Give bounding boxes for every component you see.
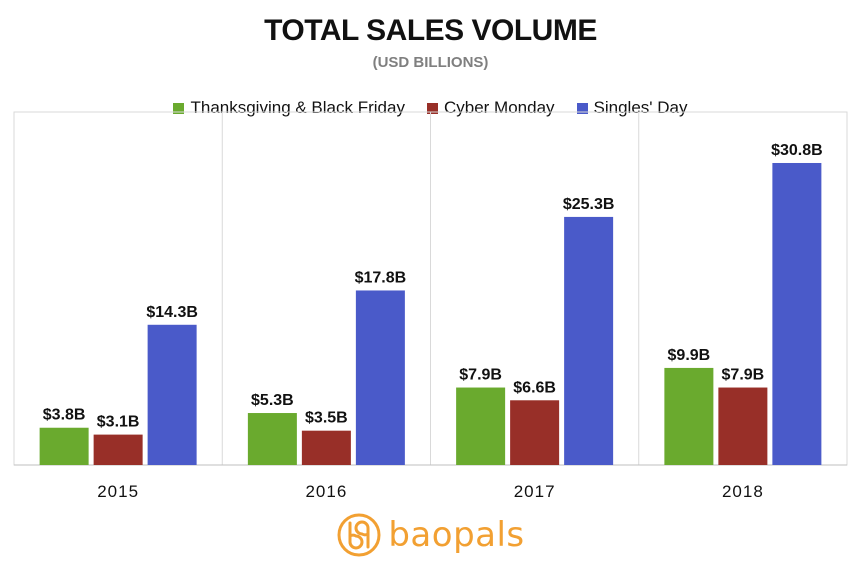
x-tick-label-2016: 2016 — [305, 482, 347, 501]
data-label-2016-series-0: $5.3B — [251, 392, 294, 409]
data-label-2018-series-0: $9.9B — [668, 347, 711, 364]
brand-logo: baopals — [0, 512, 861, 558]
data-label-2016-series-2: $17.8B — [355, 269, 407, 286]
bar-2016-series-0 — [247, 413, 297, 465]
bar-2015-series-1 — [93, 434, 143, 465]
bar-2016-series-2 — [355, 290, 405, 465]
bar-2017-series-0 — [456, 387, 506, 465]
data-label-2016-series-1: $3.5B — [305, 410, 348, 427]
bar-2017-series-1 — [510, 400, 560, 465]
data-label-2017-series-2: $25.3B — [563, 196, 615, 213]
baopals-bp-logo-icon — [337, 513, 381, 557]
data-label-2015-series-1: $3.1B — [97, 414, 140, 431]
x-tick-label-2017: 2017 — [514, 482, 556, 501]
bar-2018-series-1 — [718, 387, 768, 465]
data-label-2017-series-0: $7.9B — [459, 367, 502, 384]
legend-swatch-thanksgiving — [173, 102, 185, 114]
bar-2016-series-1 — [301, 430, 351, 465]
data-label-2015-series-0: $3.8B — [43, 407, 86, 424]
data-label-2018-series-2: $30.8B — [771, 142, 823, 159]
logo-text: baopals — [388, 515, 525, 555]
bar-2018-series-2 — [772, 162, 822, 465]
legend-swatch-cyber-monday — [426, 102, 438, 114]
data-label-2017-series-1: $6.6B — [513, 379, 556, 396]
chart-subtitle: (USD BILLIONS) — [372, 54, 489, 71]
legend-swatch-singles-day — [576, 102, 588, 114]
x-tick-label-2018: 2018 — [722, 482, 764, 501]
x-tick-label-2015: 2015 — [97, 482, 139, 501]
bar-2018-series-0 — [664, 367, 714, 465]
chart-title: TOTAL SALES VOLUME — [264, 14, 597, 47]
bar-2017-series-2 — [564, 216, 614, 465]
data-label-2015-series-2: $14.3B — [146, 304, 198, 321]
bar-2015-series-0 — [39, 427, 89, 465]
bar-2015-series-2 — [147, 324, 197, 465]
data-label-2018-series-1: $7.9B — [722, 367, 765, 384]
